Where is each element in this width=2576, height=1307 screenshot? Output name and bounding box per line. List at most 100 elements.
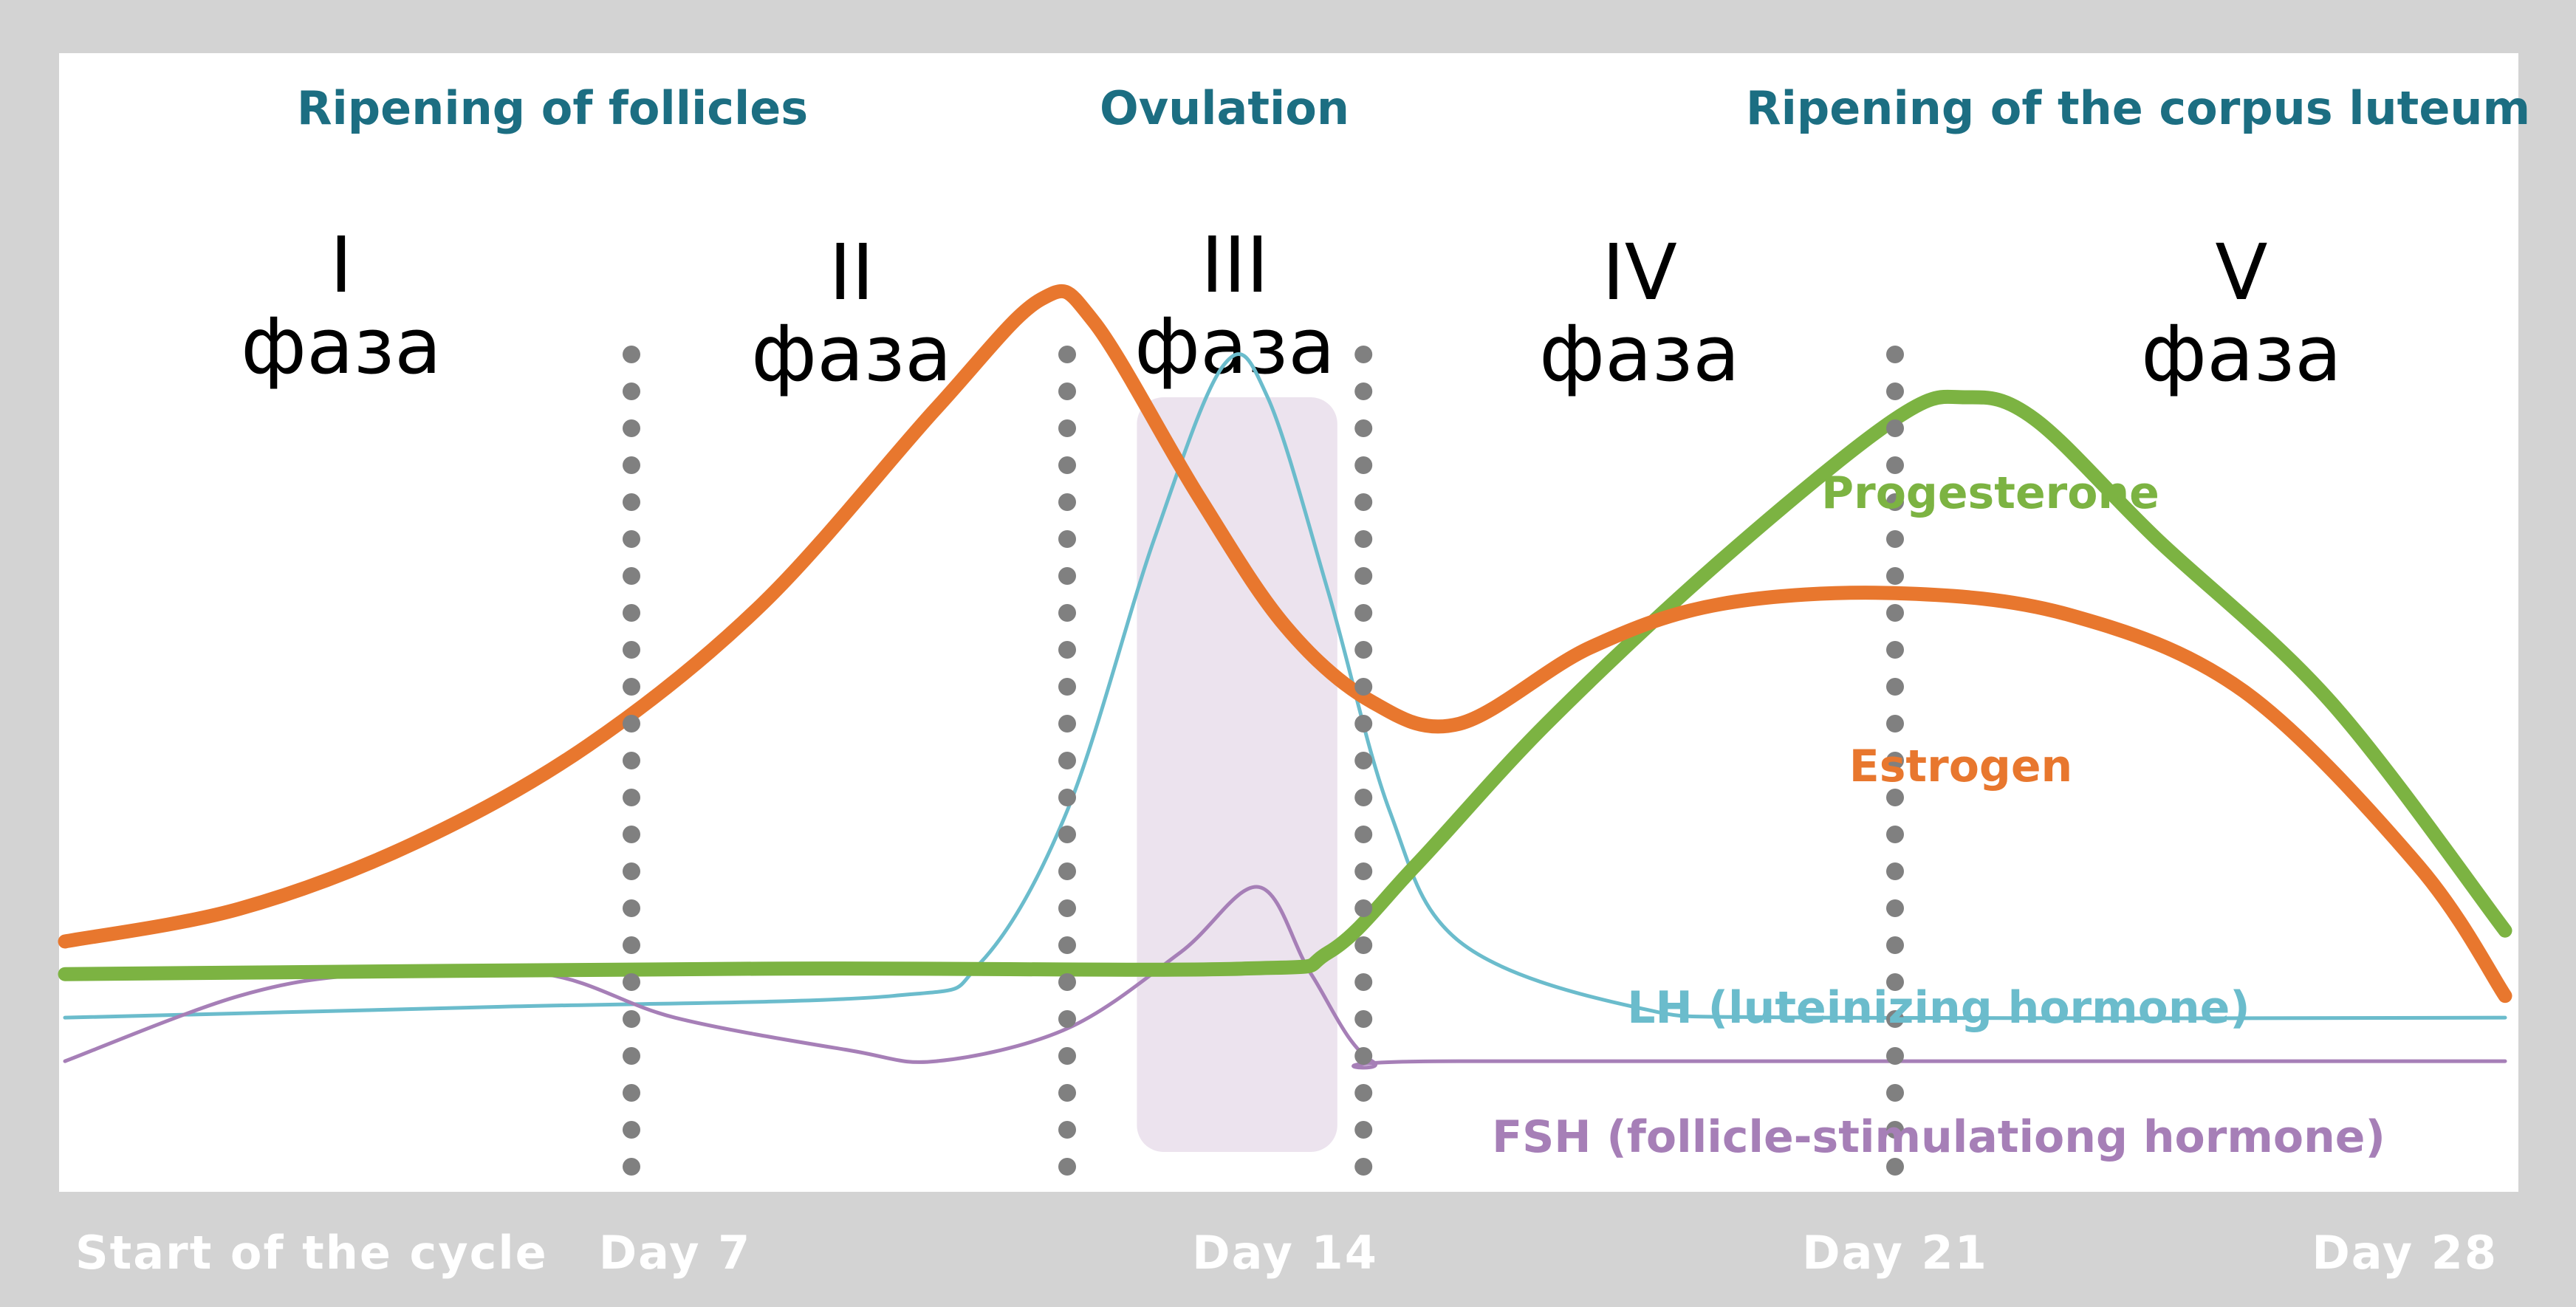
boundary-dot [1058, 715, 1076, 733]
boundary-dot [1886, 862, 1904, 880]
boundary-dot [1886, 899, 1904, 917]
boundary-dot [1886, 346, 1904, 363]
phase-5-word: фаза [2141, 309, 2342, 399]
phase-1-numeral: I [330, 220, 353, 310]
boundary-dot [1058, 826, 1076, 843]
boundary-dot [1354, 1158, 1373, 1176]
boundary-dot [623, 493, 640, 511]
boundary-dot [1058, 419, 1076, 437]
ovulation-band [1137, 397, 1337, 1152]
boundary-dot [1058, 530, 1076, 548]
phase-3-word: фаза [1134, 301, 1335, 391]
phase-title-ovulation: Ovulation [1100, 81, 1349, 135]
boundary-dot [1058, 383, 1076, 400]
boundary-dot [623, 862, 640, 880]
boundary-dot [1058, 1121, 1076, 1139]
boundary-dot [1886, 530, 1904, 548]
boundary-dot [1354, 456, 1373, 474]
boundary-dot [1886, 973, 1904, 991]
boundary-dot [1886, 493, 1904, 511]
phase-boundary-line [623, 346, 640, 1176]
series-label-fsh: FSH (follicle-stimulationg hormone) [1492, 1111, 2385, 1163]
boundary-dot [1886, 383, 1904, 400]
boundary-dot [623, 826, 640, 843]
boundary-dot [1886, 678, 1904, 696]
boundary-dot [1058, 641, 1076, 659]
boundary-dot [1354, 862, 1373, 880]
boundary-dot [623, 1047, 640, 1065]
boundary-dot [1058, 789, 1076, 806]
boundary-dot [1354, 936, 1373, 954]
boundary-dot [1354, 419, 1373, 437]
phase-4-numeral: IV [1602, 227, 1677, 318]
boundary-dot [1058, 899, 1076, 917]
boundary-dot [1354, 1121, 1373, 1139]
boundary-dot [1058, 678, 1076, 696]
boundary-dot [623, 899, 640, 917]
boundary-dot [1886, 1158, 1904, 1176]
boundary-dot [1354, 973, 1373, 991]
boundary-dot [1354, 1010, 1373, 1028]
boundary-dot [1354, 346, 1373, 363]
boundary-dot [1354, 493, 1373, 511]
boundary-dot [623, 1010, 640, 1028]
boundary-dot [1354, 715, 1373, 733]
boundary-dot [1058, 936, 1076, 954]
boundary-dot [623, 936, 640, 954]
boundary-dot [1058, 1158, 1076, 1176]
phase-title-follicles: Ripening of follicles [297, 81, 808, 135]
boundary-dot [1886, 826, 1904, 843]
boundary-dot [1058, 346, 1076, 363]
x-tick-label: Start of the cycle [75, 1226, 548, 1280]
phase-boundary-line [1058, 346, 1076, 1176]
x-tick-label: Day 14 [1192, 1226, 1378, 1280]
boundary-dot [623, 789, 640, 806]
boundary-dot [623, 346, 640, 363]
boundary-dot [1058, 456, 1076, 474]
series-line-estrogen [58, 284, 2512, 1004]
boundary-dot [1354, 752, 1373, 769]
boundary-dot [1354, 383, 1373, 400]
boundary-dot [1354, 641, 1373, 659]
phase-1-word: фаза [241, 301, 442, 391]
x-axis-ticks: Start of the cycle Day 7 Day 14 Day 21 Day 2… [75, 1226, 2496, 1280]
boundary-dot [623, 456, 640, 474]
boundary-dot [623, 752, 640, 769]
series-label-lh: LH (luteinizing hormone) [1627, 982, 2250, 1034]
boundary-dot [1886, 419, 1904, 437]
boundary-dot [623, 1121, 640, 1139]
boundary-dot [1354, 899, 1373, 917]
boundary-dot [623, 567, 640, 585]
phase-2-numeral: II [829, 227, 874, 318]
series-line-lh-luteinizing-hormone [63, 352, 2507, 1020]
boundary-dot [623, 973, 640, 991]
phase-boundaries [623, 346, 1904, 1176]
boundary-dot [1886, 567, 1904, 585]
boundary-dot [623, 383, 640, 400]
boundary-dot [1058, 1010, 1076, 1028]
boundary-dot [1886, 604, 1904, 622]
boundary-dot [1886, 789, 1904, 806]
x-tick-label: Day 21 [1802, 1226, 1988, 1280]
boundary-dot [1058, 862, 1076, 880]
boundary-dot [623, 1084, 640, 1102]
boundary-dot [1058, 1047, 1076, 1065]
boundary-dot [1886, 715, 1904, 733]
boundary-dot [1058, 752, 1076, 769]
series-label-progesterone: Progesterone [1821, 467, 2159, 519]
boundary-dot [1886, 752, 1904, 769]
phase-boundary-line [1886, 346, 1904, 1176]
boundary-dot [1058, 973, 1076, 991]
boundary-dot [1886, 1084, 1904, 1102]
phase-4-word: фаза [1539, 309, 1740, 399]
phase-boundary-line [1354, 346, 1373, 1176]
boundary-dot [1886, 936, 1904, 954]
boundary-dot [1886, 456, 1904, 474]
boundary-dot [1354, 678, 1373, 696]
boundary-dot [623, 530, 640, 548]
boundary-dot [1058, 604, 1076, 622]
boundary-dot [623, 678, 640, 696]
boundary-dot [1058, 567, 1076, 585]
x-tick-label: Day 7 [599, 1226, 752, 1280]
